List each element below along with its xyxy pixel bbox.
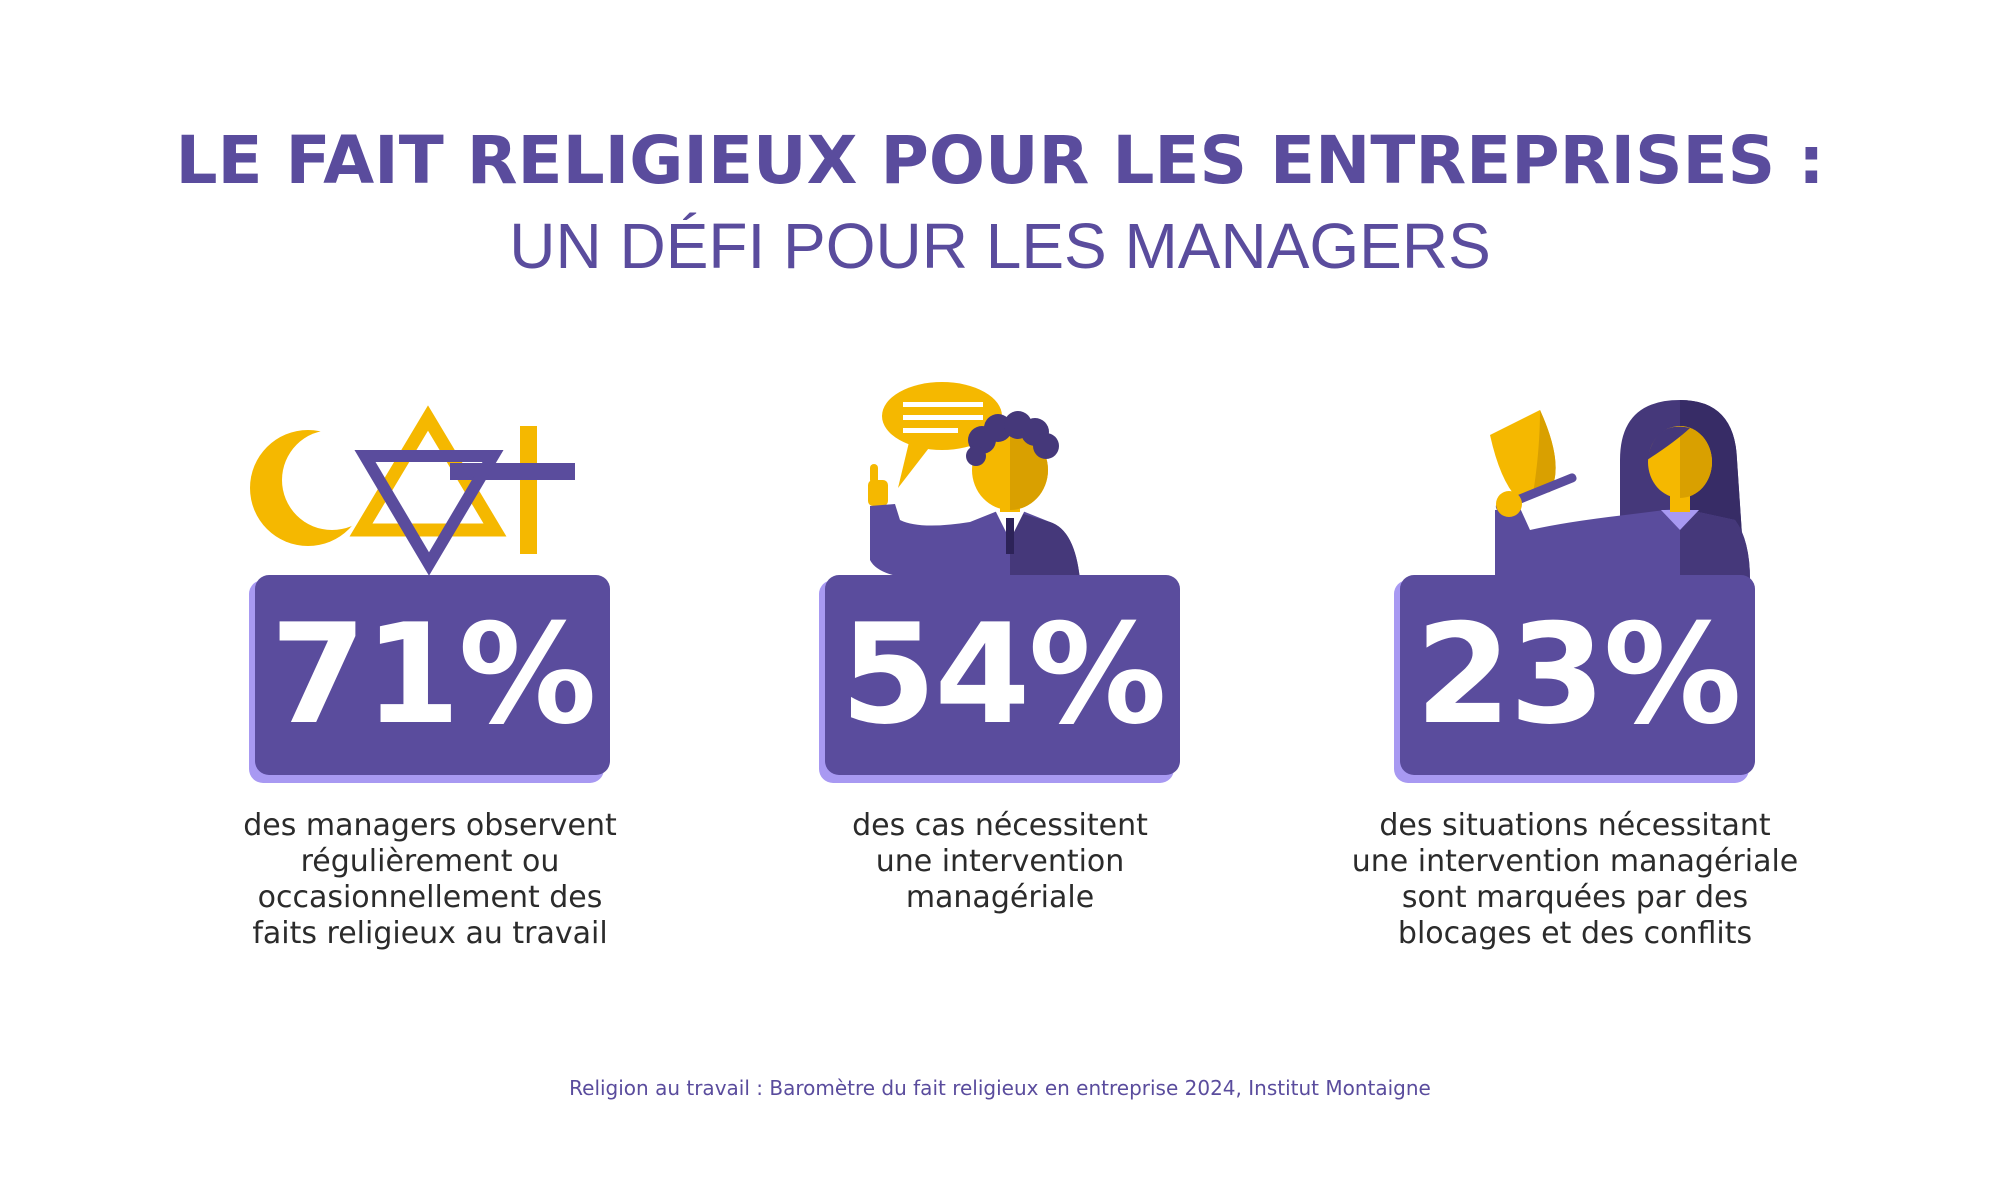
description-line: faits religieux au travail: [252, 916, 608, 951]
stat-description: des cas nécessitent une intervention man…: [720, 808, 1280, 916]
description-line: une intervention: [875, 844, 1125, 879]
description-line: sont marquées par des: [1401, 880, 1749, 915]
description-line: des situations nécessitant: [1379, 808, 1771, 843]
title-block: LE FAIT RELIGIEUX POUR LES ENTREPRISES :…: [0, 118, 2000, 288]
stat-box: 23%: [1400, 575, 1755, 775]
stat-value: 54%: [840, 594, 1166, 755]
page-title: LE FAIT RELIGIEUX POUR LES ENTREPRISES :: [175, 122, 1825, 199]
source-note: Religion au travail : Baromètre du fait …: [569, 1076, 1431, 1100]
stat-value: 71%: [270, 594, 596, 755]
stat-box: 54%: [825, 575, 1180, 775]
stat-card-1: 71% des managers observent régulièrement…: [150, 380, 710, 980]
woman-bell-icon: [1490, 400, 1750, 580]
description-line: occasionnellement des: [257, 880, 603, 915]
stat-value: 23%: [1415, 594, 1741, 755]
description-line: des cas nécessitent: [852, 808, 1148, 843]
page-subtitle: UN DÉFI POUR LES MANAGERS: [509, 210, 1491, 282]
description-line: des managers observent: [243, 808, 617, 843]
stat-card-3: 23% des situations nécessitant une inter…: [1295, 380, 1855, 980]
description-line: managériale: [905, 880, 1095, 915]
stat-card-2: 54% des cas nécessitent une intervention…: [720, 380, 1280, 980]
description-line: blocages et des conflits: [1397, 916, 1753, 951]
religious-symbols-icon: [250, 405, 575, 576]
stat-box: 71%: [255, 575, 610, 775]
stat-description: des managers observent régulièrement ou …: [150, 808, 710, 952]
description-line: régulièrement ou: [300, 844, 560, 879]
speaking-manager-icon: [868, 382, 1080, 580]
description-line: une intervention managériale: [1351, 844, 1799, 879]
stat-description: des situations nécessitant une intervent…: [1295, 808, 1855, 952]
